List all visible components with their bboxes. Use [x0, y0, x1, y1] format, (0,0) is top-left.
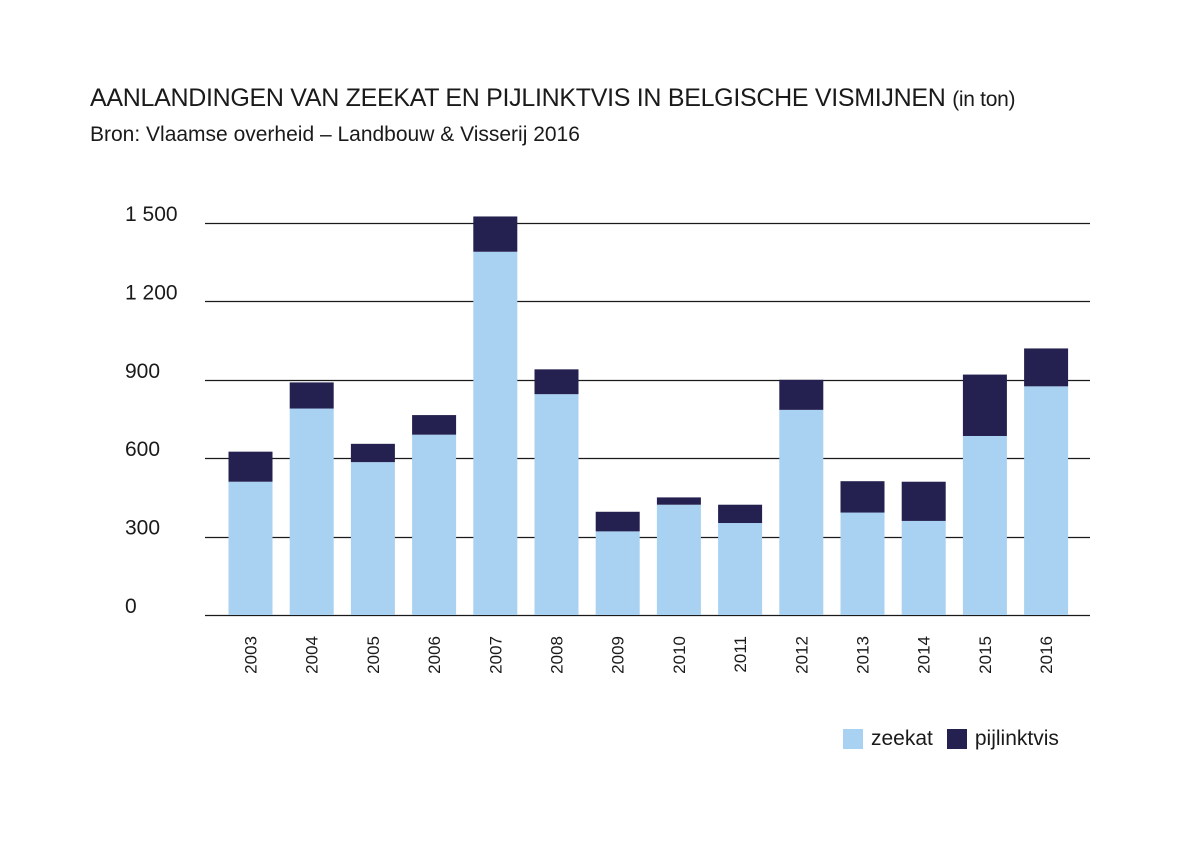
x-tick-label: 2011 — [731, 636, 750, 673]
chart-subtitle: Bron: Vlaamse overheid – Landbouw & Viss… — [90, 123, 580, 146]
bar-pijlinktvis-2003 — [228, 451, 273, 482]
y-tick-label: 600 — [125, 438, 160, 461]
bar-pijlinktvis-2007 — [473, 216, 518, 252]
axis-labels: 0 300 600 900 1 200 1 500 2003 2004 2005 2006 2007… — [125, 203, 1056, 674]
bar-zeekat-2011 — [718, 523, 763, 615]
x-tick-label: 2014 — [915, 636, 934, 674]
legend: zeekat pijlinktvis — [843, 727, 1073, 751]
bar-zeekat-2012 — [779, 409, 824, 615]
chart-title: AANLANDINGEN VAN ZEEKAT EN PIJLINKTVIS I… — [90, 84, 1015, 113]
bar-pijlinktvis-2006 — [412, 415, 457, 435]
x-tick-label: 2012 — [792, 636, 811, 674]
legend-item-pijlinktvis: pijlinktvis — [946, 727, 1059, 751]
bar-zeekat-2005 — [350, 462, 395, 615]
bar-pijlinktvis-2009 — [595, 511, 640, 532]
bar-pijlinktvis-2010 — [656, 497, 701, 505]
bar-zeekat-2013 — [840, 512, 885, 615]
x-tick-label: 2016 — [1037, 636, 1056, 674]
x-tick-label: 2013 — [854, 636, 873, 674]
bar-pijlinktvis-2012 — [779, 379, 824, 410]
x-tick-label: 2003 — [242, 636, 261, 674]
bar-zeekat-2004 — [289, 408, 334, 615]
bar-pijlinktvis-2004 — [289, 382, 334, 409]
y-tick-label: 0 — [125, 595, 137, 618]
bar-pijlinktvis-2014 — [901, 481, 946, 521]
legend-label-pijlinktvis: pijlinktvis — [974, 727, 1059, 750]
bar-zeekat-2008 — [534, 394, 579, 615]
x-tick-label: 2009 — [609, 636, 628, 674]
bar-zeekat-2009 — [595, 531, 640, 615]
gridlines — [205, 222, 1090, 617]
bars — [228, 216, 1069, 615]
x-tick-label: 2006 — [425, 636, 444, 674]
x-tick-label: 2004 — [303, 636, 322, 674]
chart-title-unit: (in ton) — [952, 88, 1016, 111]
legend-swatch-zeekat — [843, 729, 863, 749]
legend-swatch-pijlinktvis — [946, 729, 967, 749]
x-tick-label: 2005 — [364, 636, 383, 674]
x-tick-label: 2008 — [548, 636, 567, 674]
bar-pijlinktvis-2005 — [350, 443, 395, 463]
bar-zeekat-2003 — [228, 481, 273, 615]
y-tick-label: 1 200 — [125, 281, 178, 304]
x-tick-label: 2015 — [976, 636, 995, 674]
chart-title-text: AANLANDINGEN VAN ZEEKAT EN PIJLINKTVIS I… — [90, 84, 946, 112]
bar-zeekat-2016 — [1024, 386, 1069, 615]
bar-zeekat-2014 — [901, 520, 946, 615]
bar-zeekat-2006 — [412, 434, 457, 615]
legend-label-zeekat: zeekat — [871, 727, 933, 750]
bar-zeekat-2010 — [656, 504, 701, 615]
bar-pijlinktvis-2013 — [840, 481, 885, 513]
bar-pijlinktvis-2016 — [1024, 348, 1069, 387]
legend-item-zeekat: zeekat — [843, 727, 933, 751]
bar-zeekat-2007 — [473, 251, 518, 615]
bar-pijlinktvis-2011 — [718, 504, 763, 524]
y-tick-label: 300 — [125, 517, 160, 540]
bar-pijlinktvis-2008 — [534, 369, 579, 395]
x-tick-label: 2007 — [486, 636, 505, 674]
bar-zeekat-2015 — [962, 435, 1007, 615]
x-tick-label: 2010 — [670, 636, 689, 674]
bar-pijlinktvis-2015 — [962, 374, 1007, 436]
y-tick-label: 1 500 — [125, 203, 178, 226]
y-tick-label: 900 — [125, 360, 160, 383]
